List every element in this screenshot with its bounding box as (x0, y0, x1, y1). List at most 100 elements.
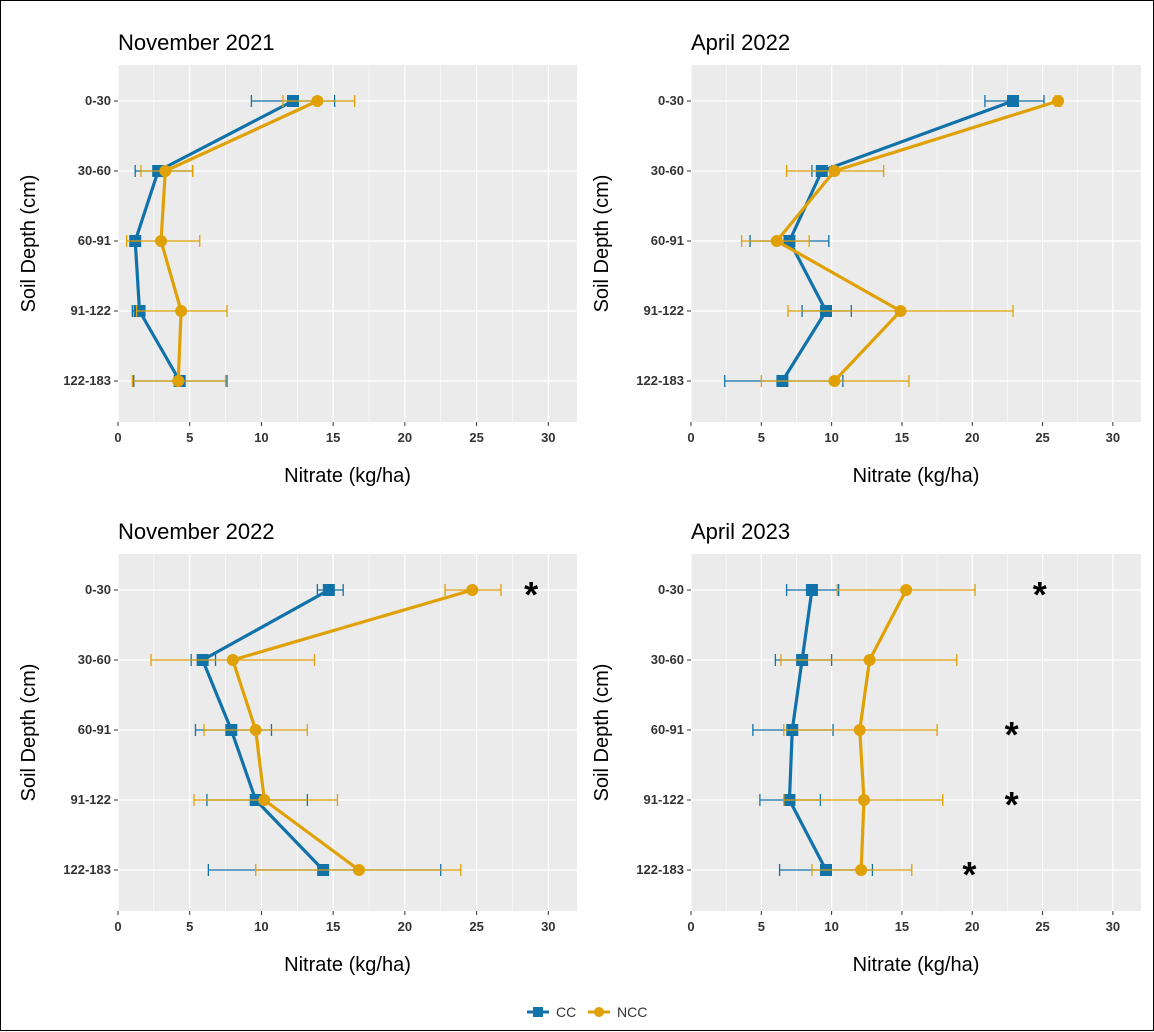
legend: CC NCC (527, 1004, 647, 1020)
significance-marker: * (1033, 574, 1047, 615)
y-axis-label: Soil Depth (cm) (18, 175, 40, 313)
panel-title: November 2022 (118, 519, 275, 544)
data-point (322, 584, 335, 596)
x-tick-label: 0 (114, 430, 121, 445)
x-tick-label: 20 (398, 919, 412, 934)
data-point (352, 864, 365, 876)
x-axis-label: Nitrate (kg/ha) (284, 465, 411, 487)
y-tick-label: 0-30 (658, 93, 684, 108)
x-tick-label: 0 (687, 430, 694, 445)
x-tick-label: 20 (965, 430, 979, 445)
data-point (1007, 95, 1020, 107)
y-axis-label: Soil Depth (cm) (591, 175, 613, 313)
x-tick-label: 30 (541, 430, 555, 445)
y-axis-label: Soil Depth (cm) (18, 664, 40, 802)
y-tick-label: 122-183 (636, 373, 684, 388)
x-tick-label: 15 (895, 430, 909, 445)
series-ncc (780, 584, 976, 876)
legend-item-ncc: NCC (588, 1004, 647, 1020)
x-tick-label: 25 (1035, 919, 1049, 934)
x-tick-label: 20 (398, 430, 412, 445)
data-point (249, 724, 262, 736)
panel-background (691, 554, 1141, 911)
x-axis-label: Nitrate (kg/ha) (853, 465, 980, 487)
data-point (175, 305, 188, 317)
y-tick-label: 30-60 (651, 652, 684, 667)
x-tick-label: 10 (824, 919, 838, 934)
data-point (805, 584, 818, 596)
panel-background (118, 65, 577, 422)
data-point (258, 794, 271, 806)
data-point (828, 165, 841, 177)
data-point (828, 375, 841, 387)
x-tick-label: 15 (895, 919, 909, 934)
y-tick-label: 0-30 (85, 582, 111, 597)
x-tick-label: 0 (114, 919, 121, 934)
x-tick-label: 30 (1106, 430, 1120, 445)
panel-background (118, 554, 577, 911)
data-point (770, 235, 783, 247)
panels: 0-30 30-60 60-91 91-122 122-183 0 5 10 15 20 25 30 N… (18, 30, 1141, 976)
x-tick-label: 15 (326, 919, 340, 934)
y-tick-label: 91-122 (71, 792, 111, 807)
x-tick-label: 25 (469, 919, 483, 934)
data-point (857, 794, 870, 806)
data-point (172, 375, 185, 387)
legend-key-marker (594, 1007, 604, 1017)
significance-marker: * (1005, 784, 1019, 825)
x-tick-label: 25 (469, 430, 483, 445)
legend-label: CC (556, 1004, 576, 1020)
data-point (894, 305, 907, 317)
y-tick-label: 60-91 (651, 233, 684, 248)
y-tick-label: 30-60 (78, 163, 111, 178)
data-point (159, 165, 172, 177)
y-tick-label: 91-122 (71, 303, 111, 318)
x-tick-label: 25 (1035, 430, 1049, 445)
panel-background (691, 65, 1141, 422)
panel-title: April 2023 (691, 519, 790, 544)
y-tick-label: 60-91 (78, 233, 111, 248)
y-tick-label: 122-183 (636, 862, 684, 877)
x-tick-label: 10 (824, 430, 838, 445)
y-tick-label: 60-91 (651, 722, 684, 737)
y-tick-label: 122-183 (63, 862, 111, 877)
panel-title: April 2022 (691, 30, 790, 55)
panel-title: November 2021 (118, 30, 275, 55)
y-tick-label: 91-122 (644, 792, 684, 807)
series-ncc (125, 95, 356, 387)
significance-marker: * (524, 574, 538, 615)
y-tick-label: 60-91 (78, 722, 111, 737)
panel-4: 0-30 30-60 60-91 91-122 122-183 0 5 10 15 20 25 30 A… (591, 519, 1141, 976)
data-point (311, 95, 324, 107)
series-ncc (740, 95, 1065, 387)
x-tick-label: 5 (186, 919, 193, 934)
x-tick-label: 5 (186, 430, 193, 445)
x-tick-label: 30 (1106, 919, 1120, 934)
legend-key-marker (533, 1007, 543, 1017)
y-tick-label: 0-30 (658, 582, 684, 597)
series-ncc (150, 584, 502, 876)
y-tick-label: 122-183 (63, 373, 111, 388)
y-tick-label: 0-30 (85, 93, 111, 108)
x-tick-label: 5 (758, 919, 765, 934)
panel-2: 0-30 30-60 60-91 91-122 122-183 0 5 10 15 20 25 30 A… (591, 30, 1141, 487)
significance-marker: * (1005, 714, 1019, 755)
y-tick-label: 91-122 (644, 303, 684, 318)
data-point (863, 654, 876, 666)
y-tick-label: 30-60 (78, 652, 111, 667)
x-tick-label: 20 (965, 919, 979, 934)
x-tick-label: 15 (326, 430, 340, 445)
x-tick-label: 10 (254, 919, 268, 934)
x-axis-label: Nitrate (kg/ha) (284, 954, 411, 976)
significance-marker: * (962, 854, 976, 895)
x-tick-label: 0 (687, 919, 694, 934)
data-point (155, 235, 168, 247)
x-axis-label: Nitrate (kg/ha) (853, 954, 980, 976)
legend-item-cc: CC (527, 1004, 576, 1020)
data-point (853, 724, 866, 736)
data-point (226, 654, 239, 666)
x-tick-label: 5 (758, 430, 765, 445)
panel-1: 0-30 30-60 60-91 91-122 122-183 0 5 10 15 20 25 30 N… (18, 30, 577, 487)
